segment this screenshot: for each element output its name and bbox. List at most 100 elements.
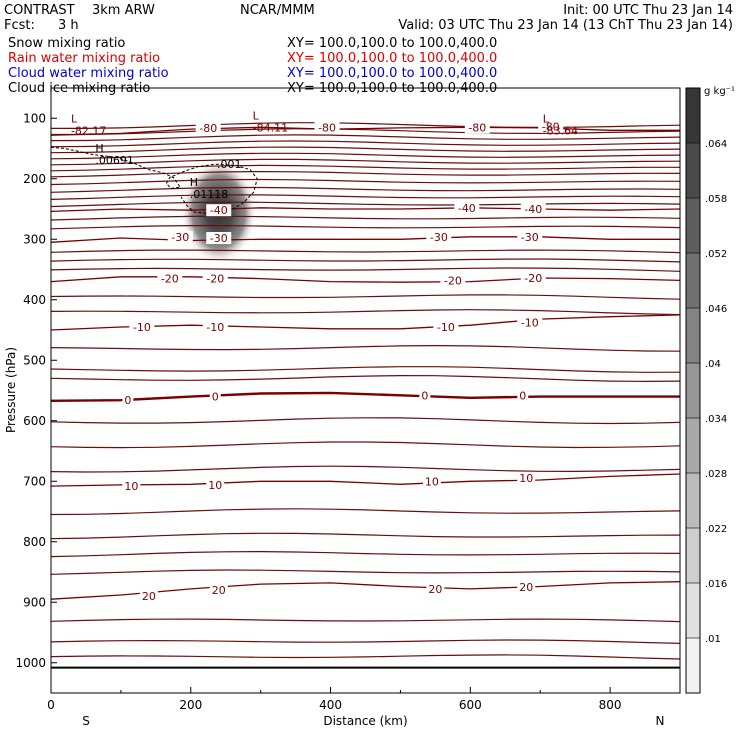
y-tick-label: 100 — [23, 111, 46, 125]
contour-label: 10 — [208, 479, 222, 492]
contour-label-bg — [206, 478, 225, 491]
contour-label-bg — [422, 475, 441, 488]
colorbar-label: .04 — [705, 359, 721, 370]
temperature-contour-minus80 — [50, 126, 680, 136]
isentrope-line — [50, 249, 681, 254]
field-legend-xy: XY= 100.0,100.0 to 100.0,400.0 — [287, 51, 497, 66]
y-tick-label: 500 — [23, 353, 46, 367]
colorbar-segment — [686, 88, 700, 143]
experiment-title: CONTRAST — [4, 3, 75, 18]
isentrope-line — [50, 569, 681, 575]
north-end-label: N — [656, 714, 665, 728]
isentrope-line — [50, 186, 681, 193]
y-tick-label: 700 — [23, 474, 46, 488]
temperature-contour-0 — [50, 391, 680, 402]
colorbar: .01 .016 .022 .028 .034 .04 .046 .052 .058 .064 — [685, 87, 727, 694]
high-marker: H — [190, 176, 198, 189]
contour-label-bg — [538, 120, 564, 133]
isentrope-line — [50, 146, 681, 154]
low-marker: L — [253, 110, 260, 123]
x-tick-label: 800 — [599, 698, 622, 712]
colorbar-label: .052 — [705, 249, 727, 260]
field-legend-xy: XY= 100.0,100.0 to 100.0,400.0 — [287, 36, 497, 51]
fcst-label: Fcst: — [4, 18, 35, 33]
x-axis-label: Distance (km) — [323, 714, 407, 728]
colorbar-segment — [686, 418, 700, 473]
x-tick-label: 600 — [459, 698, 482, 712]
contour-label: -80 — [199, 122, 217, 135]
contour-label-bg — [209, 584, 228, 597]
contour-label-bg — [426, 582, 445, 595]
contour-label-bg — [314, 121, 340, 134]
x-tick-label: 0 — [47, 698, 55, 712]
contour-label-bg — [517, 230, 543, 243]
contour-label-bg — [419, 389, 431, 402]
isentrope-line — [50, 366, 681, 373]
colorbar-segment — [686, 363, 700, 418]
isentrope-line — [50, 639, 681, 644]
low-value: -84.11 — [253, 122, 288, 135]
contour-label-bg — [440, 274, 466, 287]
isentrope-line — [50, 140, 681, 148]
isentrope-line — [50, 267, 681, 272]
x-axis: 0 200 400 600 800 — [47, 687, 622, 712]
contour-label: -40 — [210, 204, 228, 217]
field-legend-name: Rain water mixing ratio — [8, 51, 160, 66]
contour-label-bg — [454, 201, 480, 214]
field-legend-name: Cloud water mixing ratio — [8, 66, 169, 81]
y-tick-label: 300 — [23, 232, 46, 246]
colorbar-label: .028 — [705, 469, 727, 480]
contour-label: 20 — [212, 584, 226, 597]
y-axis: 100 200 300 400 500 600 700 800 900 1000 — [15, 111, 57, 670]
colorbar-label: .01 — [705, 634, 721, 645]
contour-label-bg — [433, 320, 459, 333]
contour-label-bg — [209, 390, 221, 403]
contour-label: -10 — [437, 321, 455, 334]
high-value: .00691 — [95, 154, 133, 167]
contour-label: 0 — [519, 389, 526, 402]
contour-label-bg — [139, 590, 158, 603]
contour-label: -40 — [458, 202, 476, 215]
model-name: 3km ARW — [92, 3, 155, 18]
contour-label-bg — [195, 121, 221, 134]
isentrope-line — [50, 215, 681, 221]
isentrope-line — [50, 178, 681, 186]
isentrope-line — [50, 532, 681, 540]
contour-label: 10 — [519, 472, 533, 485]
contour-label: -20 — [524, 272, 542, 285]
contour-label: -10 — [521, 317, 539, 330]
contour-label: 20 — [142, 590, 156, 603]
contour-label-bg — [426, 230, 452, 243]
y-tick-label: 600 — [23, 414, 46, 428]
colorbar-label: .016 — [705, 579, 727, 590]
isentrope-line — [50, 417, 681, 425]
field-legend: Snow mixing ratio XY= 100.0,100.0 to 100.… — [8, 36, 497, 96]
contour-label-bg — [202, 320, 228, 333]
contour-label-bg — [206, 204, 232, 217]
temperature-contour-minus20 — [50, 276, 681, 283]
colorbar-segment — [686, 253, 700, 308]
contour-label: -30 — [521, 231, 539, 244]
colorbar-segment — [686, 638, 700, 693]
contour-label-bg — [122, 480, 141, 493]
colorbar-segment — [686, 308, 700, 363]
contour-label: -40 — [524, 203, 542, 216]
contour-label: 20 — [428, 583, 442, 596]
isentrope-line — [50, 294, 681, 300]
contour-label: -20 — [161, 273, 179, 286]
contour-label-bg — [122, 394, 134, 407]
x-tick-label: 200 — [179, 698, 202, 712]
isentrope-line — [50, 158, 681, 166]
contour-label-bg — [520, 203, 546, 215]
y-tick-label: 800 — [23, 535, 46, 549]
contour-label: 10 — [124, 480, 138, 493]
contour-label-bg — [129, 320, 155, 333]
isentrope-line — [50, 164, 680, 172]
init-time: Init: 00 UTC Thu 23 Jan 14 — [563, 3, 733, 18]
contour-label: -80 — [318, 121, 336, 134]
colorbar-segment — [686, 198, 700, 253]
org-name: NCAR/MMM — [240, 3, 315, 18]
plot-frame — [50, 87, 681, 694]
high-value: .01118 — [190, 188, 229, 201]
